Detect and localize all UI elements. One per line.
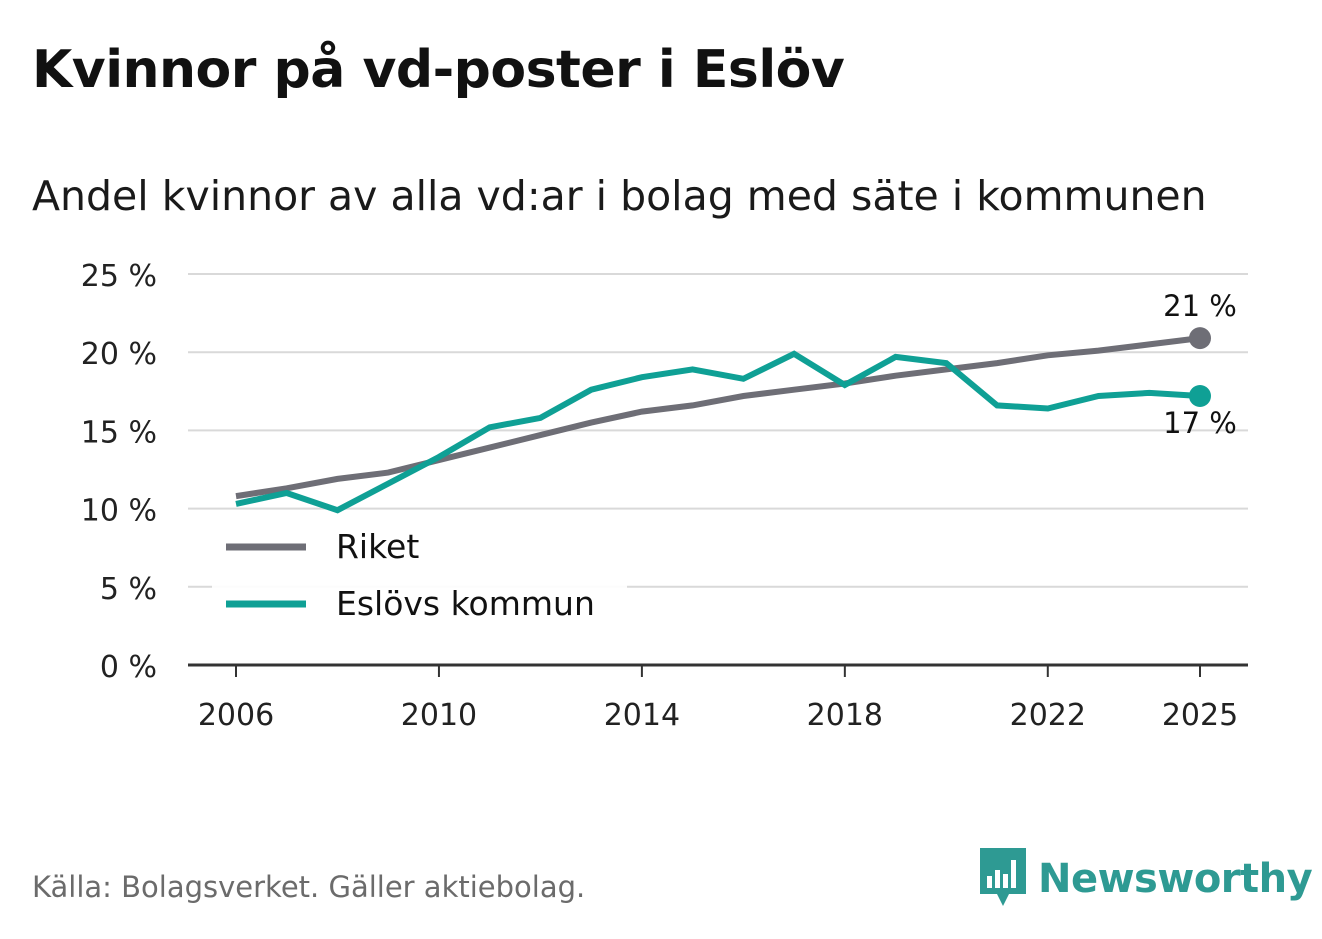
brand-logo: Newsworthy: [980, 848, 1313, 910]
x-tick-label: 2006: [198, 698, 274, 733]
x-tick-label: 2025: [1162, 698, 1238, 733]
series-line-eslov: [235, 350, 1201, 514]
series-end-marker: [1189, 384, 1211, 407]
legend-label: Eslövs kommun: [336, 584, 595, 623]
series-end-marker: [1189, 327, 1211, 350]
brand-name: Newsworthy: [1038, 856, 1313, 902]
series-layer: [235, 327, 1211, 514]
newsworthy-logo-icon: [980, 848, 1026, 906]
x-tick-label: 2018: [807, 698, 883, 733]
y-tick-label: 5 %: [100, 572, 157, 607]
source-note: Källa: Bolagsverket. Gäller aktiebolag.: [32, 870, 586, 904]
chart-title: Kvinnor på vd-poster i Eslöv: [32, 40, 845, 100]
y-tick-label: 25 %: [81, 259, 157, 294]
end-value-label: 21 %: [1163, 289, 1237, 323]
end-value-label: 17 %: [1163, 406, 1237, 440]
legend-background: [212, 520, 627, 632]
y-tick-label: 0 %: [100, 650, 157, 685]
chart-subtitle: Andel kvinnor av alla vd:ar i bolag med …: [32, 172, 1207, 220]
legend-label: Riket: [336, 527, 419, 566]
y-axis-ticks: 0 % 5 % 10 % 15 % 20 % 25 %: [81, 259, 157, 685]
x-axis: 2006 2010 2014 2018 2022 2025: [188, 663, 1248, 733]
end-labels: 21 % 17 %: [1163, 289, 1237, 440]
series-line-riket: [235, 335, 1201, 500]
y-tick-label: 20 %: [81, 337, 157, 372]
legend: Riket Eslövs kommun: [212, 520, 627, 632]
x-tick-label: 2022: [1010, 698, 1086, 733]
x-tick-label: 2014: [604, 698, 680, 733]
y-tick-label: 15 %: [81, 415, 157, 450]
y-tick-label: 10 %: [81, 494, 157, 529]
x-tick-label: 2010: [401, 698, 477, 733]
